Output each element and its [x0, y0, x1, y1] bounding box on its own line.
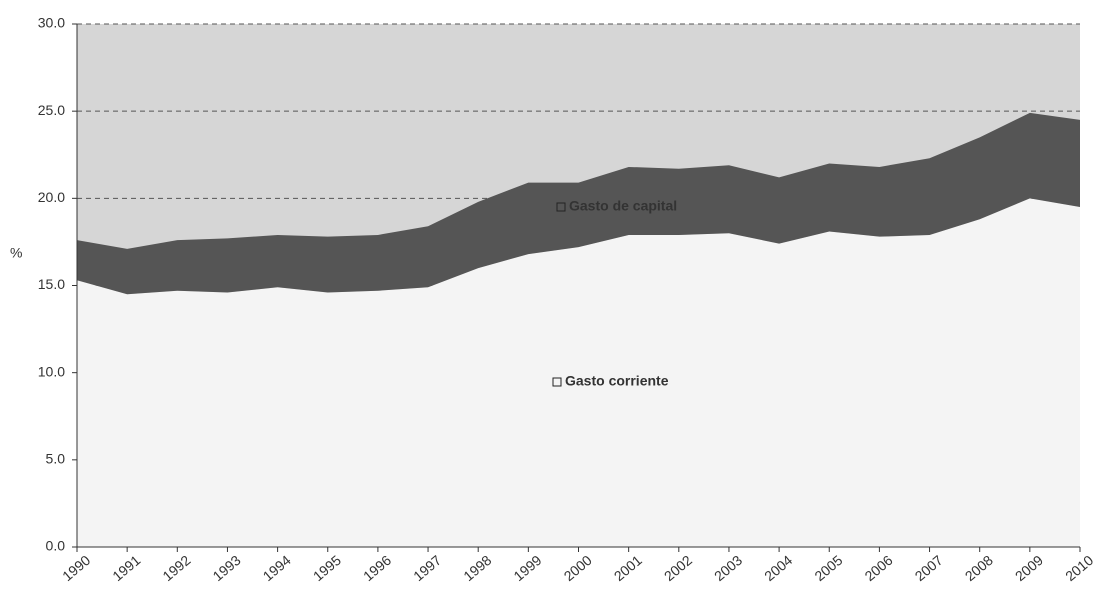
- legend-swatch: [552, 377, 562, 387]
- x-tick-label: 2003: [711, 552, 745, 584]
- y-tick-label: 20.0: [38, 189, 65, 205]
- y-axis-label: %: [10, 245, 22, 261]
- x-tick-label: 1993: [210, 552, 244, 584]
- x-tick-label: 2008: [962, 552, 996, 584]
- x-tick-label: 1996: [360, 552, 394, 584]
- y-tick-label: 15.0: [38, 276, 65, 292]
- y-tick-label: 10.0: [38, 363, 65, 379]
- x-tick-label: 1998: [460, 552, 494, 584]
- legend-text: Gasto de capital: [569, 198, 677, 214]
- x-tick-label: 1991: [109, 552, 143, 584]
- x-tick-label: 2001: [611, 552, 645, 584]
- x-tick-label: 2004: [761, 552, 795, 584]
- x-tick-label: 2007: [912, 552, 946, 584]
- area: [77, 112, 1080, 295]
- x-tick-label: 2002: [661, 552, 695, 584]
- x-tick-label: 1999: [510, 552, 544, 584]
- x-tick-label: 1994: [260, 552, 294, 584]
- x-tick-label: 1997: [410, 552, 444, 584]
- x-tick-label: 2006: [861, 552, 895, 584]
- x-tick-label: 2005: [811, 552, 845, 584]
- y-tick-label: 30.0: [38, 15, 65, 31]
- x-tick-label: 2000: [561, 552, 595, 584]
- x-tick-label: 1992: [159, 552, 193, 584]
- y-tick-label: 0.0: [46, 538, 66, 554]
- area: [77, 198, 1080, 548]
- x-tick-label: 2009: [1012, 552, 1046, 584]
- x-tick-label: 1995: [310, 552, 344, 584]
- legend-swatch: [556, 202, 566, 212]
- y-tick-label: 5.0: [46, 451, 66, 467]
- x-tick-label: 1990: [59, 552, 93, 584]
- legend-text: Gasto corriente: [565, 373, 669, 389]
- y-tick-label: 25.0: [38, 102, 65, 118]
- x-tick-label: 2010: [1062, 552, 1095, 584]
